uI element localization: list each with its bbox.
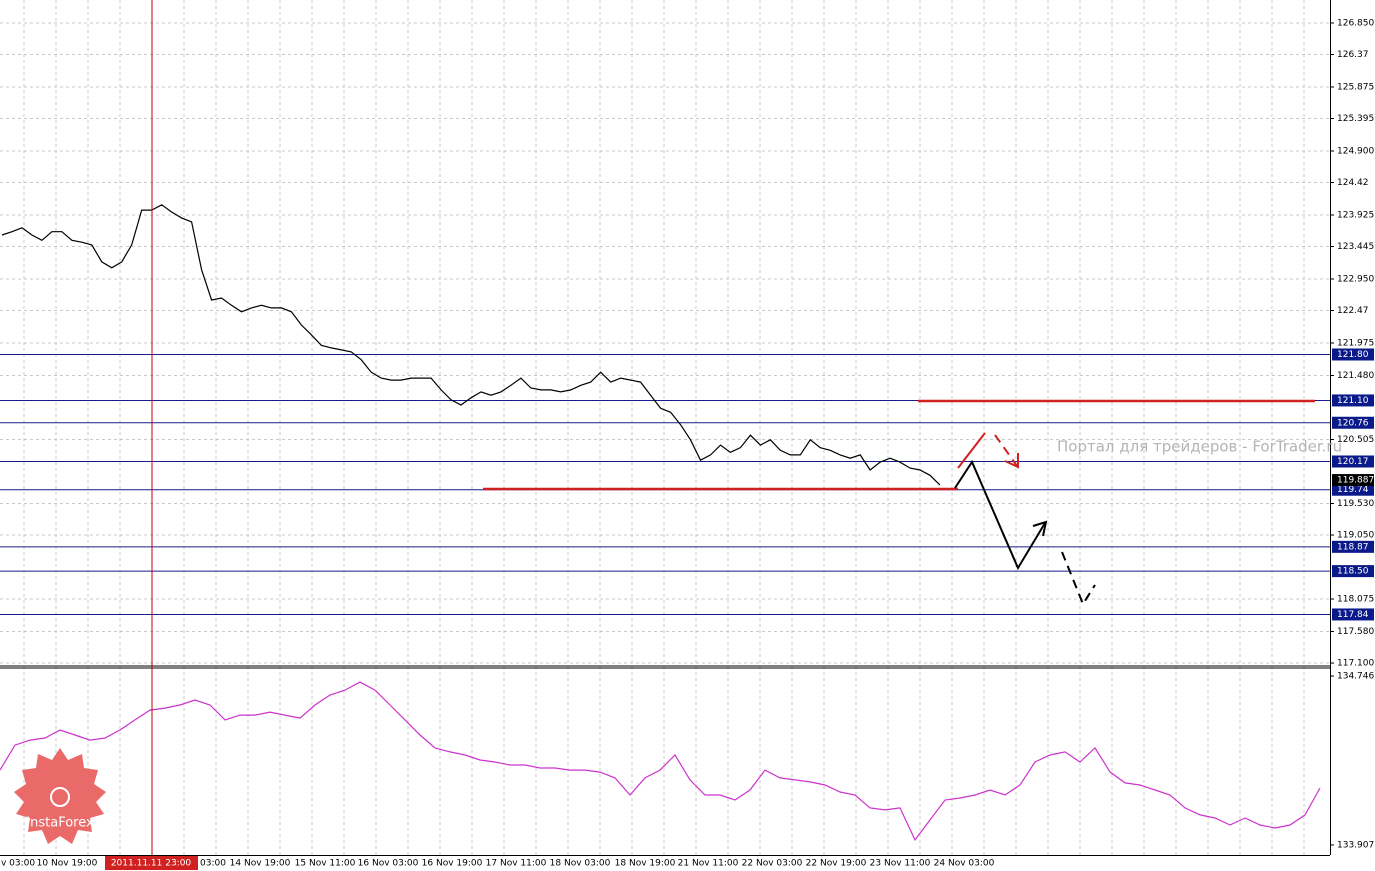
y-tick-label: 120.505 — [1337, 435, 1374, 445]
x-tick-label: 22 Nov 19:00 — [806, 859, 867, 869]
y-tick-label: 117.100 — [1337, 659, 1374, 669]
y-tick-label: 125.875 — [1337, 82, 1374, 92]
level-label: 118.87 — [1337, 542, 1369, 552]
y-tick-label: 118.075 — [1337, 595, 1374, 605]
y-tick-label: 124.900 — [1337, 146, 1374, 156]
vertical-grid — [23, 0, 1305, 855]
x-tick-label: v 03:00 — [1, 859, 35, 869]
forecast-arrow — [954, 459, 1046, 571]
y-tick-label: 122.950 — [1337, 274, 1374, 284]
level-label: 119.74 — [1337, 485, 1369, 495]
arrow-head — [1032, 520, 1048, 537]
level-label-box — [1332, 348, 1374, 361]
level-label: 120.76 — [1337, 418, 1369, 428]
level-label: 120.17 — [1337, 457, 1369, 467]
last-price-label: 119.887 — [1337, 476, 1374, 486]
alt-arrow-dashed — [994, 434, 1018, 467]
level-label: 121.80 — [1337, 350, 1369, 360]
level-label: 118.50 — [1337, 567, 1369, 577]
y-tick-label: 117.580 — [1337, 627, 1374, 637]
y-tick-label: 119.050 — [1337, 531, 1374, 541]
x-tick-label: 18 Nov 19:00 — [615, 859, 676, 869]
y-tick-label: 126.37 — [1337, 50, 1369, 60]
x-tick-label: 21 Nov 11:00 — [678, 859, 739, 869]
y-tick-label: 121.480 — [1337, 371, 1374, 381]
level-label: 121.10 — [1337, 396, 1369, 406]
y-tick-label: 122.47 — [1337, 306, 1369, 316]
y-tick-label: 126.850 — [1337, 18, 1374, 28]
y-tick-label: 121.975 — [1337, 339, 1374, 349]
x-tick-label: 10 Nov 19:00 — [37, 859, 98, 869]
series-line — [0, 681, 1321, 842]
x-tick-label: 23 Nov 11:00 — [870, 859, 931, 869]
level-label-box — [1332, 608, 1374, 621]
plot — [0, 22, 1330, 842]
logo-badge — [14, 748, 106, 844]
logo: InstaForex — [14, 748, 106, 844]
x-tick-label: 18 Nov 03:00 — [550, 859, 611, 869]
y-tick-label: 133.907 — [1337, 840, 1374, 850]
y-tick-label: 134.746 — [1337, 672, 1374, 682]
y-tick-label: 123.445 — [1337, 242, 1374, 252]
level-label-box — [1332, 416, 1374, 429]
x-tick-label: 16 Nov 03:00 — [358, 859, 419, 869]
x-tick-label: 24 Nov 03:00 — [934, 859, 995, 869]
level-label-box — [1332, 483, 1374, 496]
x-tick-label: 14 Nov 19:00 — [230, 859, 291, 869]
x-tick-label: 16 Nov 19:00 — [422, 859, 483, 869]
x-tick-label: 17 Nov 11:00 — [486, 859, 547, 869]
last-price-box — [1332, 474, 1374, 487]
y-tick-label: 125.395 — [1337, 114, 1374, 124]
cursor-label-box — [105, 856, 198, 870]
forecast-arrow-dashed — [1061, 551, 1096, 607]
alt-arrow — [957, 432, 986, 469]
watermark: Портал для трейдеров - ForTrader.ru — [1057, 438, 1342, 456]
y-tick-label: 124.42 — [1337, 178, 1369, 188]
cursor-label: 2011.11.11 23:00 — [111, 859, 192, 869]
x-tick-label: 15 Nov 11:00 — [295, 859, 356, 869]
level-label: 117.84 — [1337, 610, 1369, 620]
level-label-box — [1332, 455, 1374, 468]
x-tick-label: 03:00 — [200, 859, 226, 869]
y-tick-label: 123.925 — [1337, 210, 1374, 220]
logo-text: InstaForex — [26, 816, 94, 831]
arrow-head — [1004, 453, 1019, 469]
level-label-box — [1332, 540, 1374, 553]
level-label-box — [1332, 565, 1374, 578]
x-tick-label: 22 Nov 03:00 — [742, 859, 803, 869]
series-line — [1, 204, 941, 486]
logo-icon — [50, 787, 70, 807]
level-label-box — [1332, 394, 1374, 407]
axis: 126.850 126.37 125.875 125.395 124.900 124.42… — [1, 18, 1375, 868]
y-tick-label: 119.530 — [1337, 499, 1374, 509]
